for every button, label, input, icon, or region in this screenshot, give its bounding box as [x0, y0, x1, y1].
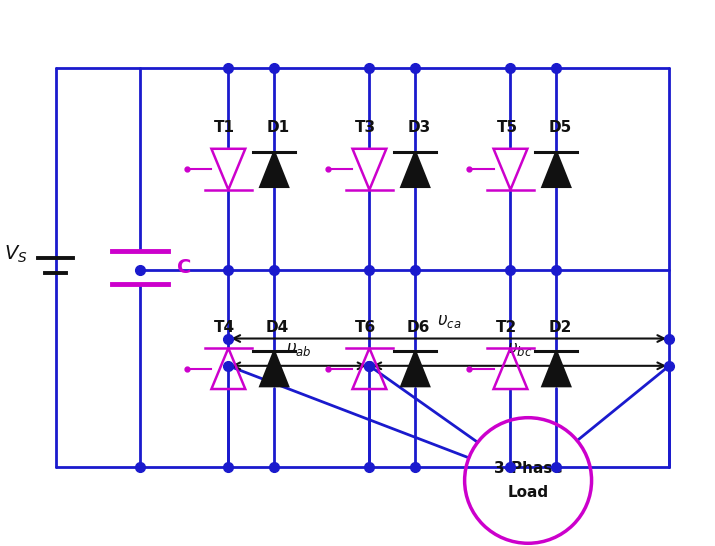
- Polygon shape: [401, 351, 429, 387]
- Text: T1: T1: [214, 121, 235, 135]
- Text: $\upsilon_{ab}$: $\upsilon_{ab}$: [286, 340, 312, 358]
- Text: T6: T6: [355, 320, 377, 335]
- Text: Load: Load: [508, 485, 548, 500]
- Text: $\upsilon_{bc}$: $\upsilon_{bc}$: [507, 340, 532, 358]
- Text: T2: T2: [496, 320, 518, 335]
- Text: D1: D1: [266, 121, 290, 135]
- Text: D4: D4: [266, 320, 290, 335]
- Text: D2: D2: [548, 320, 571, 335]
- Text: T3: T3: [355, 121, 376, 135]
- Polygon shape: [542, 152, 571, 187]
- Text: T5: T5: [496, 121, 518, 135]
- Text: D3: D3: [407, 121, 430, 135]
- Text: 3-Phase: 3-Phase: [494, 461, 563, 476]
- Text: $V_S$: $V_S$: [4, 243, 27, 265]
- Text: D5: D5: [548, 121, 571, 135]
- Text: T4: T4: [214, 320, 235, 335]
- Polygon shape: [260, 152, 288, 187]
- Polygon shape: [401, 152, 429, 187]
- Text: C: C: [177, 258, 191, 277]
- Polygon shape: [542, 351, 571, 387]
- Text: D6: D6: [407, 320, 430, 335]
- Polygon shape: [260, 351, 288, 387]
- Text: $\upsilon_{ca}$: $\upsilon_{ca}$: [437, 312, 461, 330]
